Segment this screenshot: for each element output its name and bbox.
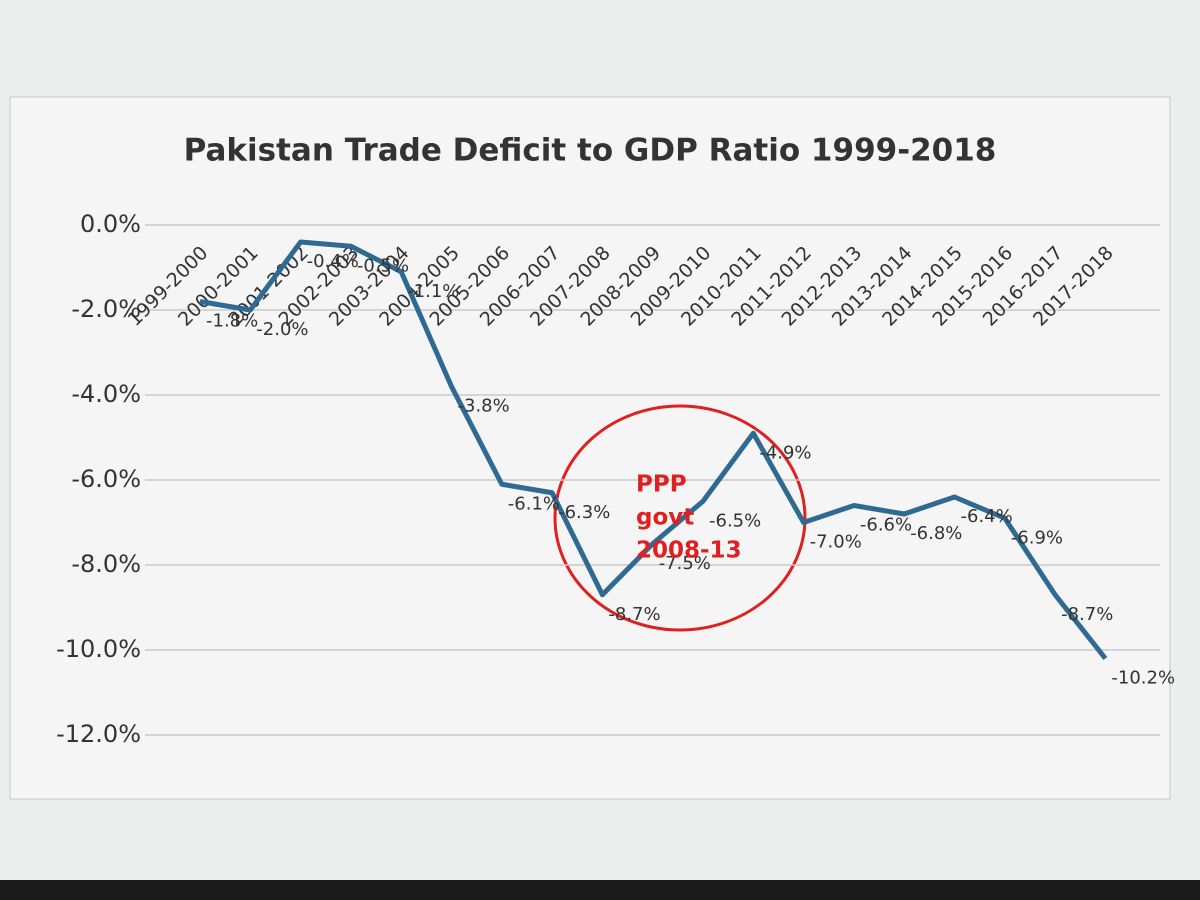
- data-label: -6.8%: [910, 523, 962, 544]
- data-label: -6.9%: [1011, 527, 1063, 548]
- data-label: -1.1%: [407, 281, 459, 302]
- data-label: -1.8%: [206, 311, 258, 332]
- y-tick-label: -12.0%: [56, 720, 141, 748]
- data-label: -10.2%: [1111, 668, 1175, 689]
- annotation: govt: [636, 505, 694, 531]
- annotation: 2008-13: [636, 538, 742, 564]
- data-label: -8.7%: [608, 604, 660, 625]
- data-label: -4.9%: [759, 442, 811, 463]
- y-tick-label: -6.0%: [71, 465, 141, 493]
- data-label: -0.5%: [357, 255, 409, 276]
- data-label: -3.8%: [458, 396, 510, 417]
- data-label: -6.6%: [860, 515, 912, 536]
- data-label: -2.0%: [256, 319, 308, 340]
- data-label: -6.3%: [558, 502, 610, 523]
- data-label: -6.5%: [709, 510, 761, 531]
- data-label: -8.7%: [1061, 604, 1113, 625]
- chart-area: [9, 96, 1171, 800]
- data-label: -6.4%: [961, 506, 1013, 527]
- y-tick-label: -4.0%: [71, 380, 141, 408]
- chart-title: Pakistan Trade Deficit to GDP Ratio 1999…: [184, 133, 997, 169]
- annotation: PPP: [636, 472, 687, 498]
- highlight-ellipse: [553, 404, 807, 632]
- data-label: -0.4%: [307, 251, 359, 272]
- data-label: -7.0%: [810, 532, 862, 553]
- y-tick-label: -8.0%: [71, 550, 141, 578]
- y-tick-label: -2.0%: [71, 295, 141, 323]
- y-tick-label: 0.0%: [80, 210, 141, 238]
- y-tick-label: -10.0%: [56, 635, 141, 663]
- data-label: -7.5%: [659, 553, 711, 574]
- line: [199, 239, 1108, 661]
- data-label: -6.1%: [508, 493, 560, 514]
